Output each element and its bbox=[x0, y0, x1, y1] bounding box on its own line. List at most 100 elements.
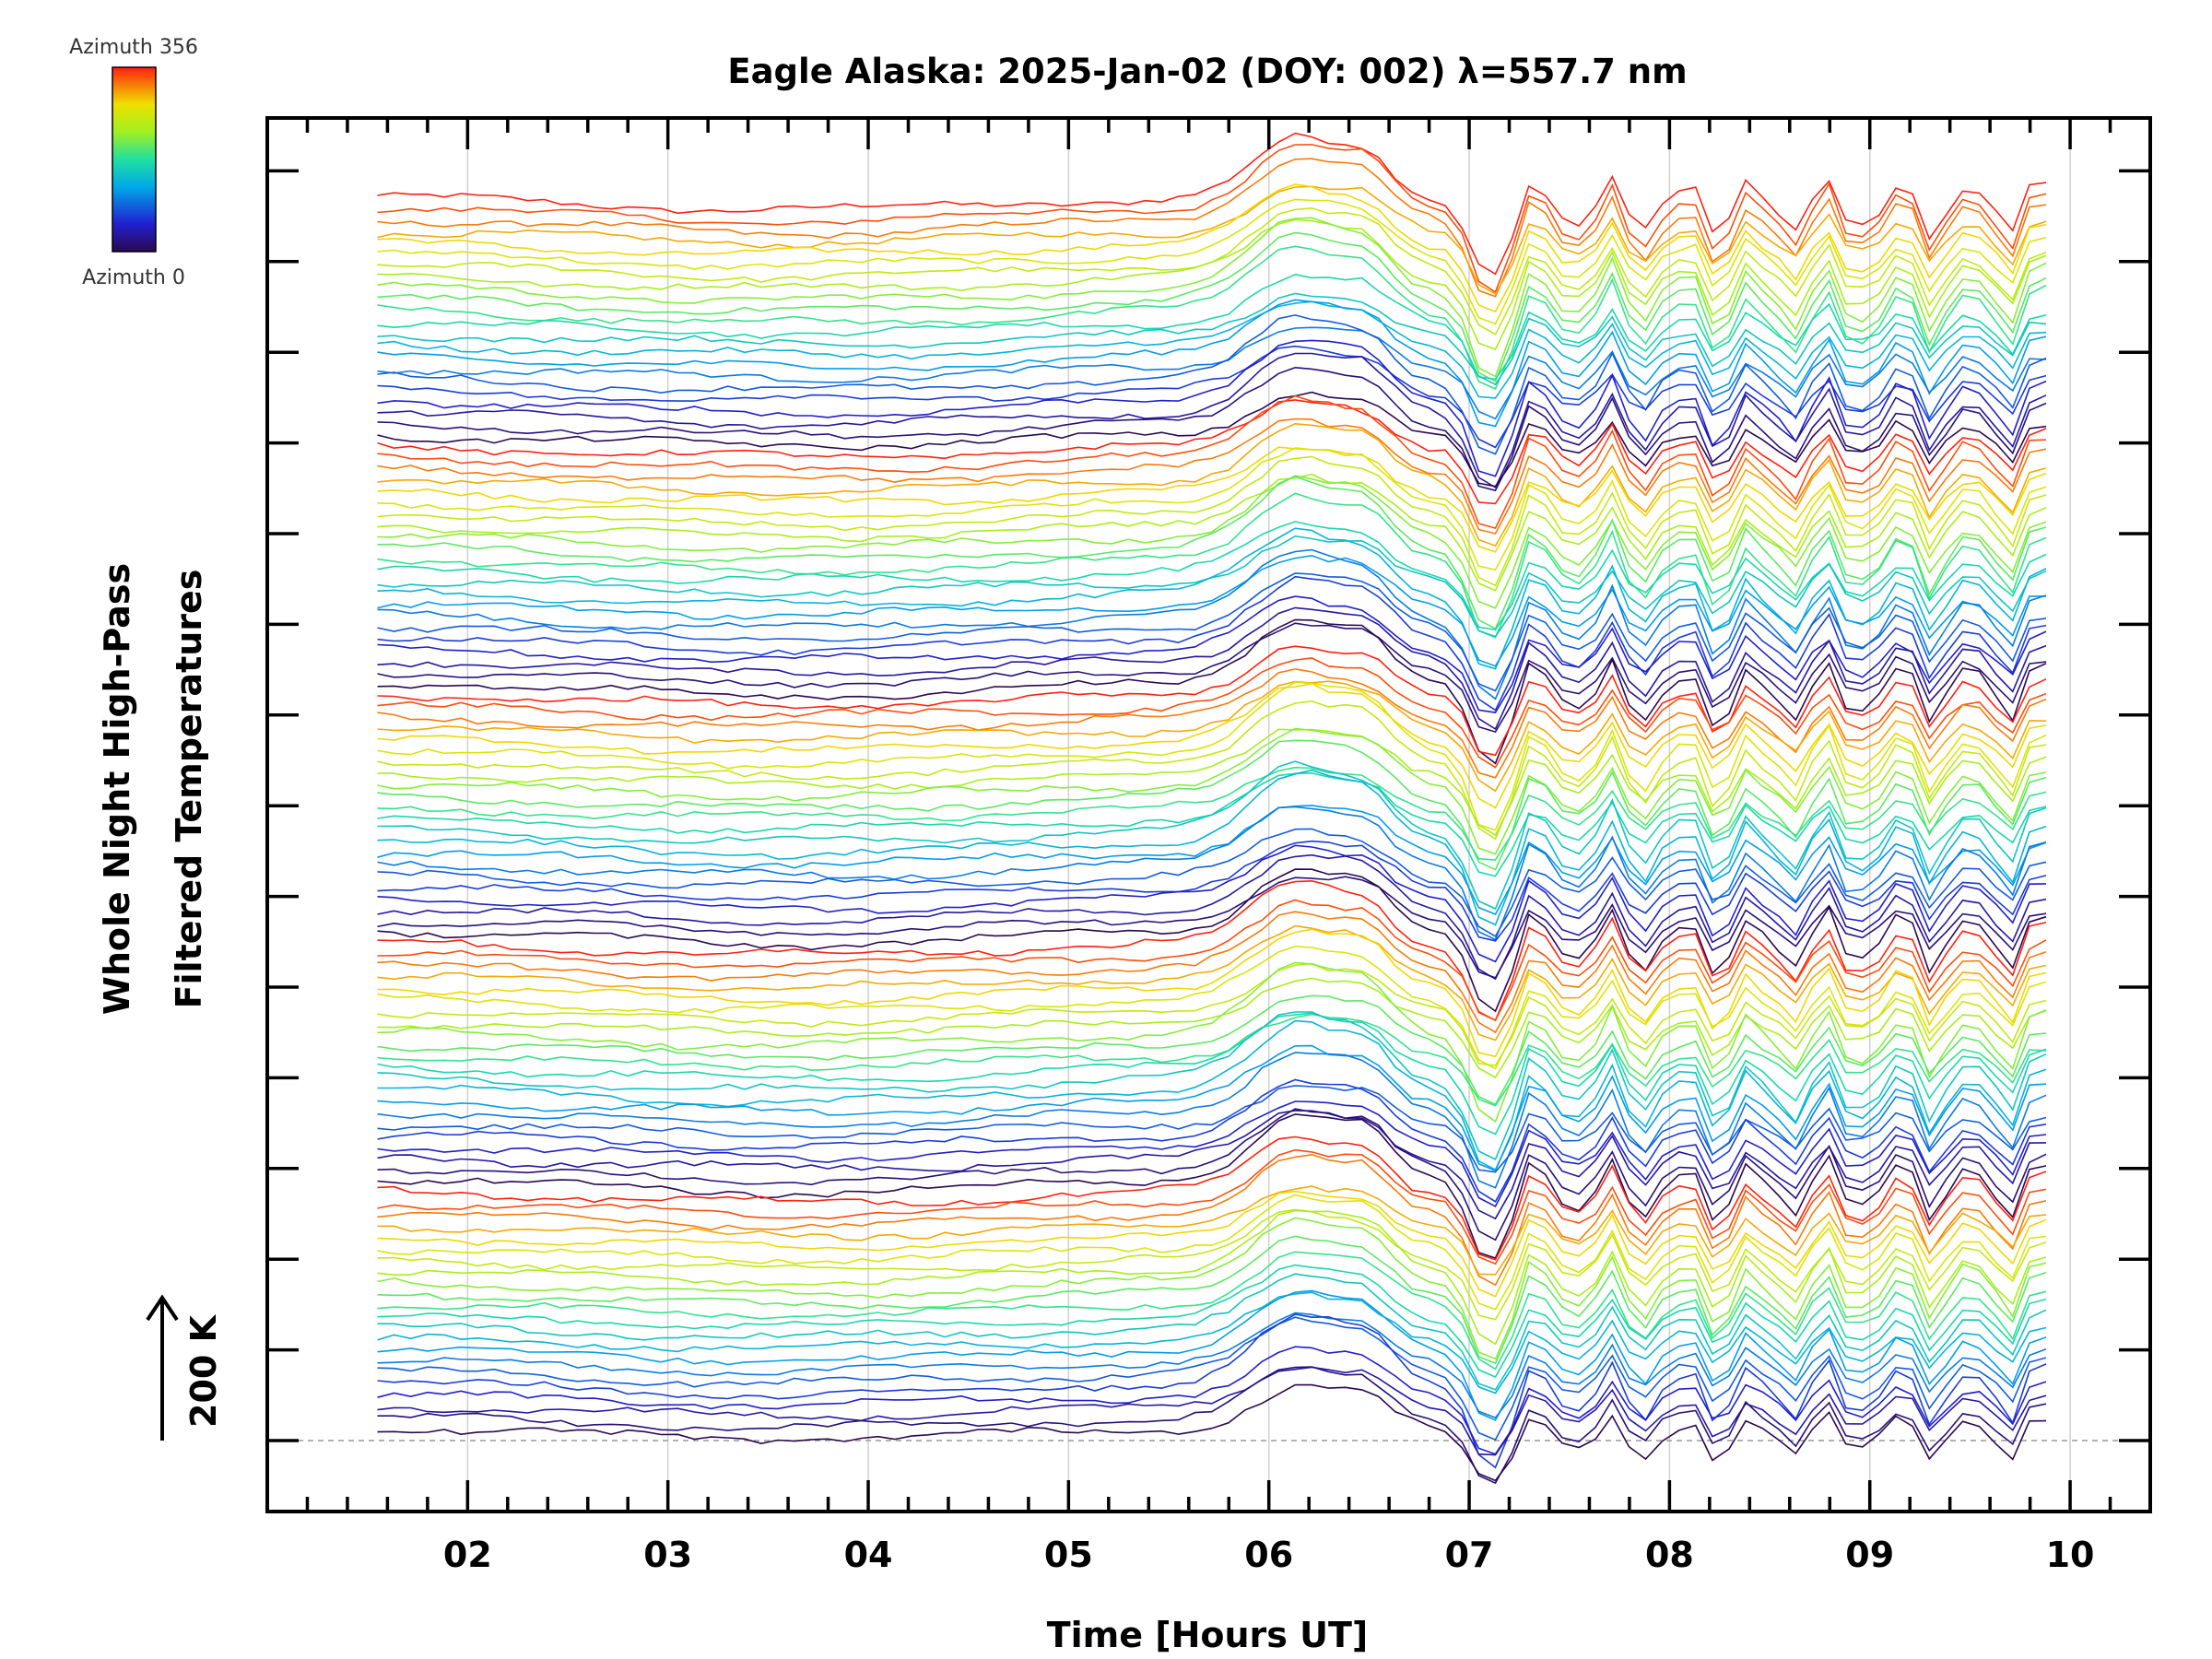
x-tick-label: 04 bbox=[844, 1535, 893, 1575]
series-line bbox=[377, 868, 2047, 1013]
series-line bbox=[377, 1148, 2047, 1265]
series-line bbox=[377, 352, 2047, 489]
series-line bbox=[377, 554, 2046, 667]
plot-frame bbox=[265, 116, 2152, 1513]
series-line bbox=[377, 418, 2047, 535]
x-tick-label: 06 bbox=[1244, 1535, 1293, 1575]
series-line bbox=[377, 680, 2047, 793]
series-line bbox=[377, 132, 2047, 276]
series-line bbox=[377, 1264, 2047, 1379]
series-line bbox=[377, 1110, 2047, 1220]
series-line bbox=[377, 1113, 2047, 1259]
colorbar bbox=[112, 66, 157, 253]
series-line bbox=[377, 1346, 2047, 1455]
series-line bbox=[377, 645, 2047, 757]
x-tick-label: 05 bbox=[1044, 1535, 1093, 1575]
series-line bbox=[377, 977, 2047, 1079]
series-line bbox=[377, 1135, 2047, 1261]
axes bbox=[265, 116, 2152, 1513]
series-line bbox=[377, 473, 2047, 592]
series-line bbox=[377, 1208, 2047, 1321]
series-line bbox=[377, 911, 2047, 1034]
series-line bbox=[377, 618, 2047, 765]
series-line bbox=[377, 739, 2047, 871]
series-line bbox=[377, 273, 2047, 381]
series-line bbox=[377, 1383, 2047, 1482]
series-line bbox=[377, 575, 2047, 712]
chart-title: Eagle Alaska: 2025-Jan-02 (DOY: 002) λ=5… bbox=[727, 52, 1687, 91]
series-line bbox=[377, 422, 2047, 547]
series-line bbox=[377, 1209, 2047, 1346]
series-line bbox=[377, 314, 2047, 455]
series-line bbox=[377, 185, 2047, 296]
series-line bbox=[377, 492, 2047, 639]
scale-bar: 200 K bbox=[146, 1294, 224, 1441]
series-line bbox=[377, 326, 2047, 420]
series-line bbox=[377, 766, 2047, 861]
series-line bbox=[377, 299, 2047, 428]
series-line bbox=[377, 840, 2047, 942]
series-line bbox=[377, 805, 2047, 916]
series-line bbox=[377, 657, 2047, 769]
series-line bbox=[377, 447, 2047, 571]
series-lines bbox=[377, 132, 2047, 1485]
series-line bbox=[377, 899, 2047, 1022]
series-line bbox=[377, 231, 2047, 382]
x-tick-label: 02 bbox=[443, 1535, 492, 1575]
series-line bbox=[377, 928, 2047, 1058]
series-line bbox=[377, 217, 2047, 378]
series-line bbox=[377, 144, 2047, 294]
series-line bbox=[377, 345, 2047, 449]
series-line bbox=[377, 455, 2047, 587]
series-line bbox=[377, 1012, 2047, 1135]
series-line bbox=[377, 1108, 2047, 1241]
series-line bbox=[377, 1366, 2047, 1456]
series-line bbox=[377, 1013, 2047, 1107]
series-line bbox=[377, 806, 2047, 941]
series-line bbox=[377, 521, 2047, 631]
series-line bbox=[377, 1019, 2047, 1171]
series-line bbox=[377, 1011, 2047, 1160]
series-line bbox=[377, 828, 2047, 938]
series-line bbox=[377, 1153, 2047, 1287]
series-line bbox=[377, 300, 2047, 399]
series-line bbox=[377, 475, 2047, 609]
series-line bbox=[377, 769, 2047, 926]
series-line bbox=[377, 844, 2047, 963]
series-line bbox=[377, 994, 2047, 1106]
series-line bbox=[377, 1052, 2047, 1189]
y-axis-label-line2: Filtered Temperatures bbox=[169, 570, 209, 1009]
series-line bbox=[377, 668, 2047, 779]
series-line bbox=[377, 1273, 2047, 1391]
series-line bbox=[377, 1251, 2047, 1371]
series-line bbox=[377, 399, 2047, 505]
series-line bbox=[377, 1291, 2047, 1394]
series-line bbox=[377, 728, 2047, 837]
series-line bbox=[377, 527, 2047, 670]
series-line bbox=[377, 1217, 2047, 1360]
series-line bbox=[377, 391, 2047, 488]
colorbar-top-label: Azimuth 356 bbox=[69, 36, 198, 59]
series-line bbox=[377, 879, 2047, 1021]
series-line bbox=[377, 158, 2047, 298]
x-tick-label: 08 bbox=[1645, 1535, 1694, 1575]
series-line bbox=[377, 572, 2047, 692]
x-tick-label: 09 bbox=[1845, 1535, 1894, 1575]
series-line bbox=[377, 727, 2047, 855]
series-line bbox=[377, 218, 2047, 351]
series-line bbox=[377, 394, 2047, 530]
series-line bbox=[377, 183, 2047, 313]
x-tick-label: 03 bbox=[643, 1535, 692, 1575]
series-line bbox=[377, 476, 2047, 630]
series-line bbox=[377, 1289, 2047, 1421]
scale-bar-label: 200 K bbox=[183, 1313, 224, 1428]
series-line bbox=[377, 1194, 2047, 1311]
y-axis-label-line1: Whole Night High-Pass bbox=[97, 563, 137, 1015]
series-line bbox=[377, 924, 2047, 1041]
series-line bbox=[377, 681, 2047, 831]
series-line bbox=[377, 339, 2047, 477]
series-line bbox=[377, 1366, 2047, 1485]
series-line bbox=[377, 876, 2047, 979]
series-line bbox=[377, 1078, 2047, 1203]
